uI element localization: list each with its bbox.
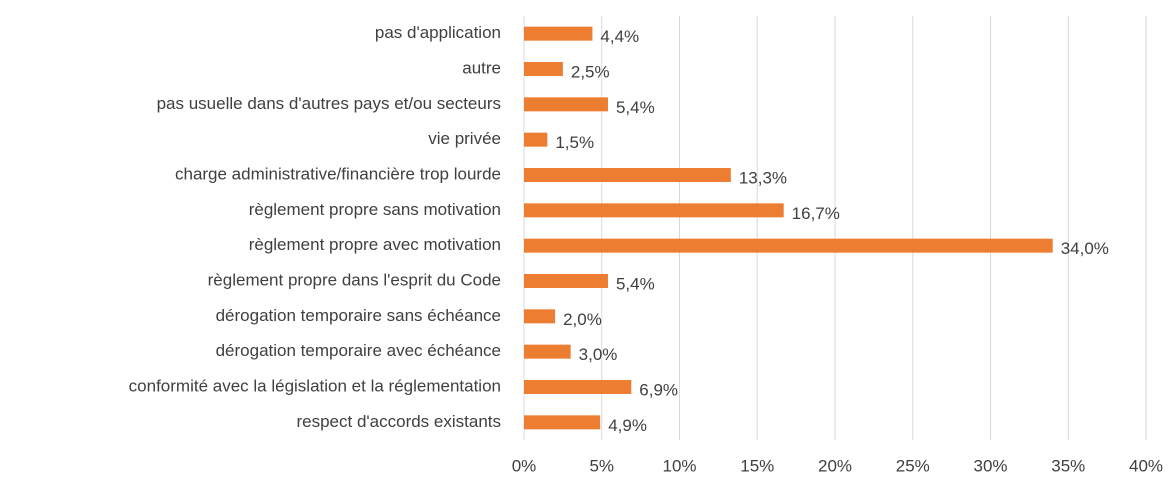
data-label: 13,3% [739, 168, 787, 187]
y-tick-label: règlement propre dans l'esprit du Code [208, 270, 501, 289]
x-tick-label: 25% [896, 456, 930, 475]
data-label: 6,9% [639, 380, 678, 399]
data-label: 4,4% [600, 27, 639, 46]
bar [524, 132, 548, 147]
bar [524, 238, 1053, 253]
y-tick-label: dérogation temporaire avec échéance [216, 341, 501, 360]
bar [524, 62, 563, 76]
data-label: 5,4% [616, 98, 655, 117]
x-tick-label: 30% [973, 456, 1007, 475]
y-tick-label: pas d'application [375, 23, 501, 42]
bar [524, 26, 593, 41]
bar [524, 203, 784, 218]
y-tick-label: dérogation temporaire sans échéance [216, 306, 501, 325]
data-label: 5,4% [616, 274, 655, 293]
y-tick-label: pas usuelle dans d'autres pays et/ou sec… [157, 94, 501, 113]
y-tick-label: vie privée [428, 129, 501, 148]
data-label: 2,5% [571, 62, 610, 81]
data-label: 4,9% [608, 416, 647, 435]
x-tick-label: 0% [512, 456, 537, 475]
y-tick-label: règlement propre avec motivation [249, 235, 501, 254]
y-tick-label: autre [462, 58, 501, 77]
data-label: 2,0% [563, 310, 602, 329]
bar [524, 309, 556, 324]
bar [524, 380, 632, 394]
data-label: 3,0% [579, 345, 618, 364]
x-tick-label: 20% [818, 456, 852, 475]
x-tick-label: 40% [1129, 456, 1163, 475]
x-tick-label: 10% [662, 456, 696, 475]
bar [524, 274, 608, 288]
y-tick-label: respect d'accords existants [296, 412, 501, 431]
data-label: 16,7% [792, 204, 840, 223]
x-tick-label: 15% [740, 456, 774, 475]
data-label: 1,5% [555, 133, 594, 152]
bar [524, 344, 571, 359]
y-tick-label: charge administrative/financière trop lo… [175, 164, 501, 183]
y-tick-label: conformité avec la législation et la rég… [129, 376, 501, 395]
bar [524, 168, 731, 182]
x-tick-label: 35% [1051, 456, 1085, 475]
bar [524, 97, 608, 112]
data-label: 34,0% [1061, 239, 1109, 258]
y-tick-label: règlement propre sans motivation [249, 200, 501, 219]
bar [524, 415, 601, 430]
x-tick-label: 5% [589, 456, 614, 475]
